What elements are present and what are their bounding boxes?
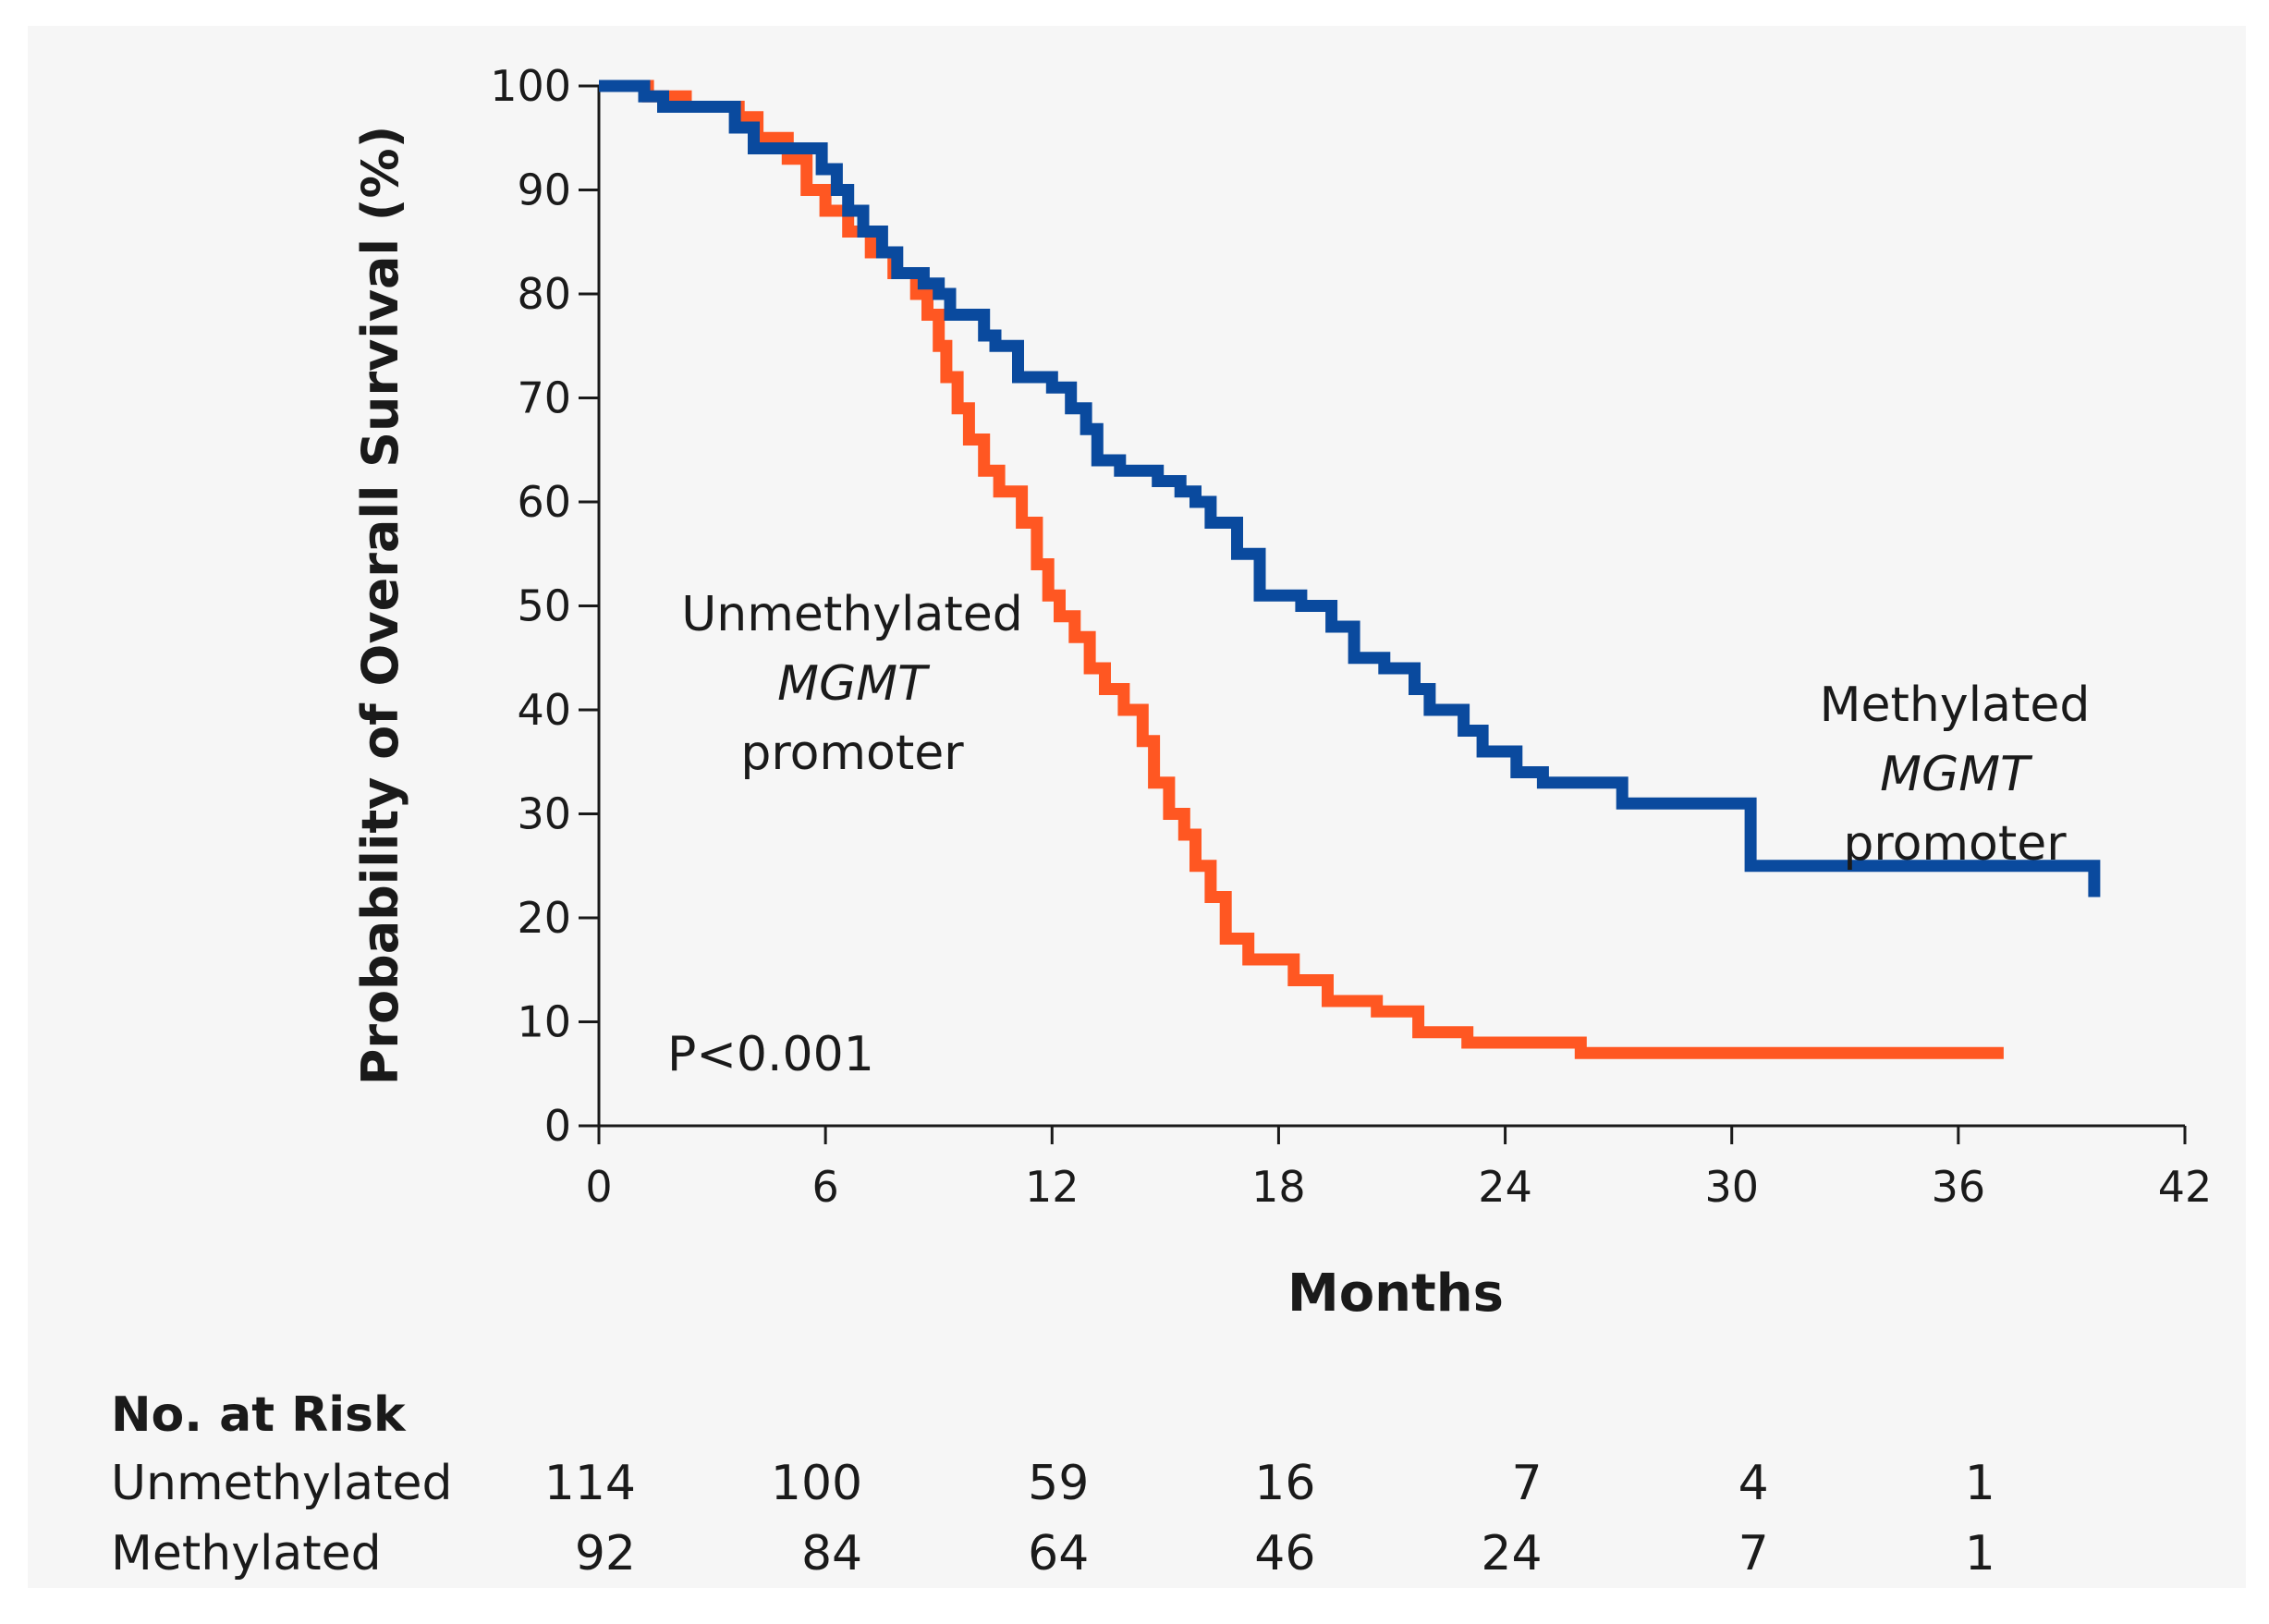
y-tick-label: 90 — [517, 165, 571, 215]
x-tick-label: 36 — [1932, 1162, 1986, 1212]
risk-value: 100 — [771, 1456, 862, 1511]
risk-value: 7 — [1738, 1526, 1769, 1581]
methylated-series-label: Methylated MGMT promoter — [1820, 678, 2091, 872]
x-axis-title: Months — [1287, 1264, 1504, 1324]
risk-value: 16 — [1254, 1456, 1315, 1511]
risk-value: 7 — [1511, 1456, 1542, 1511]
y-tick-label: 100 — [490, 61, 571, 111]
unmethylated-label-line-2: MGMT — [777, 656, 931, 712]
risk-value: 24 — [1481, 1526, 1542, 1581]
risk-value: 1 — [1965, 1456, 1995, 1511]
risk-table: No. at Risk Unmethylated Methylated 114 1… — [111, 1387, 1995, 1581]
y-tick-label: 80 — [517, 269, 571, 319]
methylated-label-line-2: MGMT — [1880, 747, 2033, 802]
axes: 0 10 20 30 40 50 60 70 80 90 100 0 6 12 18 24 30 36 42 — [490, 61, 2212, 1212]
methylated-label-line-1: Methylated — [1820, 678, 2091, 733]
x-tick-label: 18 — [1251, 1162, 1306, 1212]
risk-row-label-unmethylated: Unmethylated — [111, 1456, 452, 1511]
risk-row-label-methylated: Methylated — [111, 1526, 382, 1581]
risk-value: 64 — [1028, 1526, 1089, 1581]
x-tick-label: 42 — [2158, 1162, 2213, 1212]
risk-value: 92 — [575, 1526, 636, 1581]
y-tick-label: 30 — [517, 789, 571, 839]
p-value-annotation: P<0.001 — [667, 1027, 874, 1082]
figure-panel — [28, 26, 2246, 1588]
risk-value: 46 — [1254, 1526, 1315, 1581]
methylated-survival-curve — [599, 79, 2101, 897]
risk-value: 1 — [1965, 1526, 1995, 1581]
x-tick-label: 24 — [1478, 1162, 1532, 1212]
risk-value: 59 — [1028, 1456, 1089, 1511]
unmethylated-label-line-3: promoter — [740, 726, 964, 781]
unmethylated-survival-curve — [599, 79, 2004, 1059]
risk-values: 114 100 59 16 7 4 1 92 84 64 46 24 7 1 — [544, 1456, 1995, 1581]
y-tick-label: 70 — [517, 373, 571, 423]
y-axis-title: Probability of Overall Survival (%) — [351, 126, 409, 1086]
risk-table-title: No. at Risk — [111, 1387, 407, 1443]
risk-value: 4 — [1738, 1456, 1769, 1511]
unmethylated-label-line-1: Unmethylated — [681, 587, 1022, 642]
unmethylated-series-label: Unmethylated MGMT promoter — [681, 587, 1022, 781]
y-tick-label: 50 — [517, 581, 571, 631]
x-tick-label: 30 — [1704, 1162, 1759, 1212]
risk-value: 84 — [801, 1526, 862, 1581]
risk-value: 114 — [544, 1456, 636, 1511]
y-tick-label: 60 — [517, 477, 571, 527]
y-tick-label: 10 — [517, 997, 571, 1047]
y-tick-label: 0 — [544, 1101, 571, 1151]
methylated-label-line-3: promoter — [1843, 816, 2067, 872]
x-tick-label: 0 — [585, 1162, 612, 1212]
series-layer — [599, 79, 2101, 1059]
x-tick-label: 6 — [812, 1162, 839, 1212]
y-tick-label: 20 — [517, 893, 571, 943]
x-tick-label: 12 — [1025, 1162, 1080, 1212]
y-tick-label: 40 — [517, 685, 571, 735]
